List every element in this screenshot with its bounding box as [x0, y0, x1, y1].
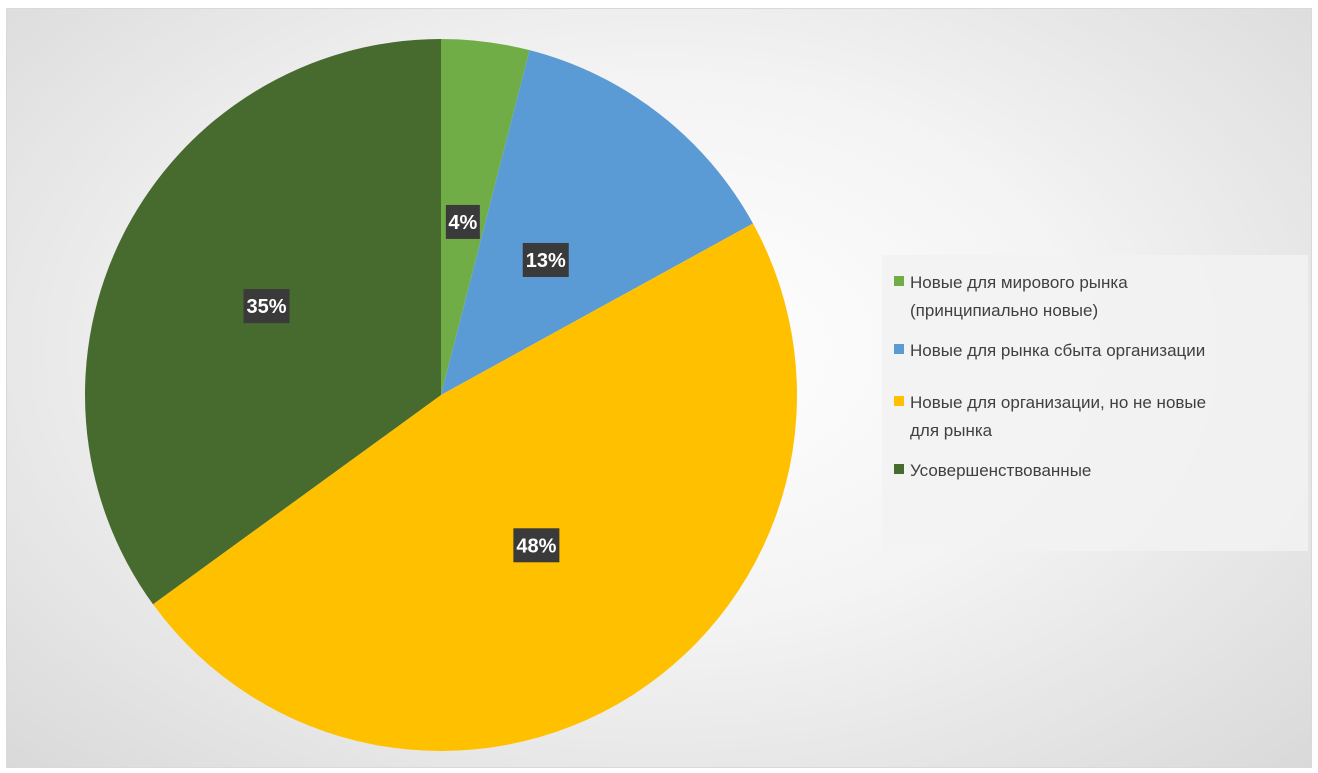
- data-label-org-new: 48%: [513, 528, 560, 563]
- legend-item-market-new: Новые для рынка сбыта организации: [894, 337, 1296, 365]
- legend: Новые для мирового рынка (принципиально …: [882, 255, 1308, 551]
- data-label-world-new-bg: [445, 204, 480, 239]
- legend-swatch-market-new: [894, 344, 904, 354]
- data-label-world-new: 4%: [445, 204, 480, 239]
- legend-label-org-new: Новые для организации, но не новые для р…: [910, 393, 1207, 440]
- legend-label-market-new: Новые для рынка сбыта организации: [910, 341, 1206, 360]
- data-label-org-new-bg: [513, 528, 560, 563]
- legend-item-improved: Усовершенствованные: [894, 457, 1296, 485]
- pie-chart: 4% 13% 48% 35%: [85, 38, 797, 751]
- data-label-org-new-text: 48%: [516, 535, 556, 557]
- data-label-market-new-bg: [522, 242, 569, 277]
- legend-item-org-new: Новые для организации, но не новые для р…: [894, 389, 1296, 445]
- slice-world-new: [441, 39, 530, 395]
- slice-market-new: [441, 50, 753, 396]
- data-label-world-new-text: 4%: [448, 212, 477, 234]
- legend-item-world-new: Новые для мирового рынка (принципиально …: [894, 269, 1296, 325]
- data-label-improved-text: 35%: [247, 296, 287, 318]
- data-label-improved: 35%: [243, 289, 290, 324]
- data-label-market-new-text: 13%: [526, 250, 566, 272]
- legend-swatch-improved: [894, 464, 904, 474]
- legend-swatch-org-new: [894, 396, 904, 406]
- legend-label-world-new: Новые для мирового рынка (принципиально …: [910, 273, 1128, 320]
- legend-swatch-world-new: [894, 276, 904, 286]
- legend-label-improved: Усовершенствованные: [910, 461, 1092, 480]
- data-label-market-new: 13%: [522, 242, 569, 277]
- slice-org-new: [152, 223, 797, 751]
- chart-area: 4% 13% 48% 35% Новые для мирового рынка (пр…: [6, 8, 1312, 768]
- data-label-improved-bg: [243, 289, 290, 324]
